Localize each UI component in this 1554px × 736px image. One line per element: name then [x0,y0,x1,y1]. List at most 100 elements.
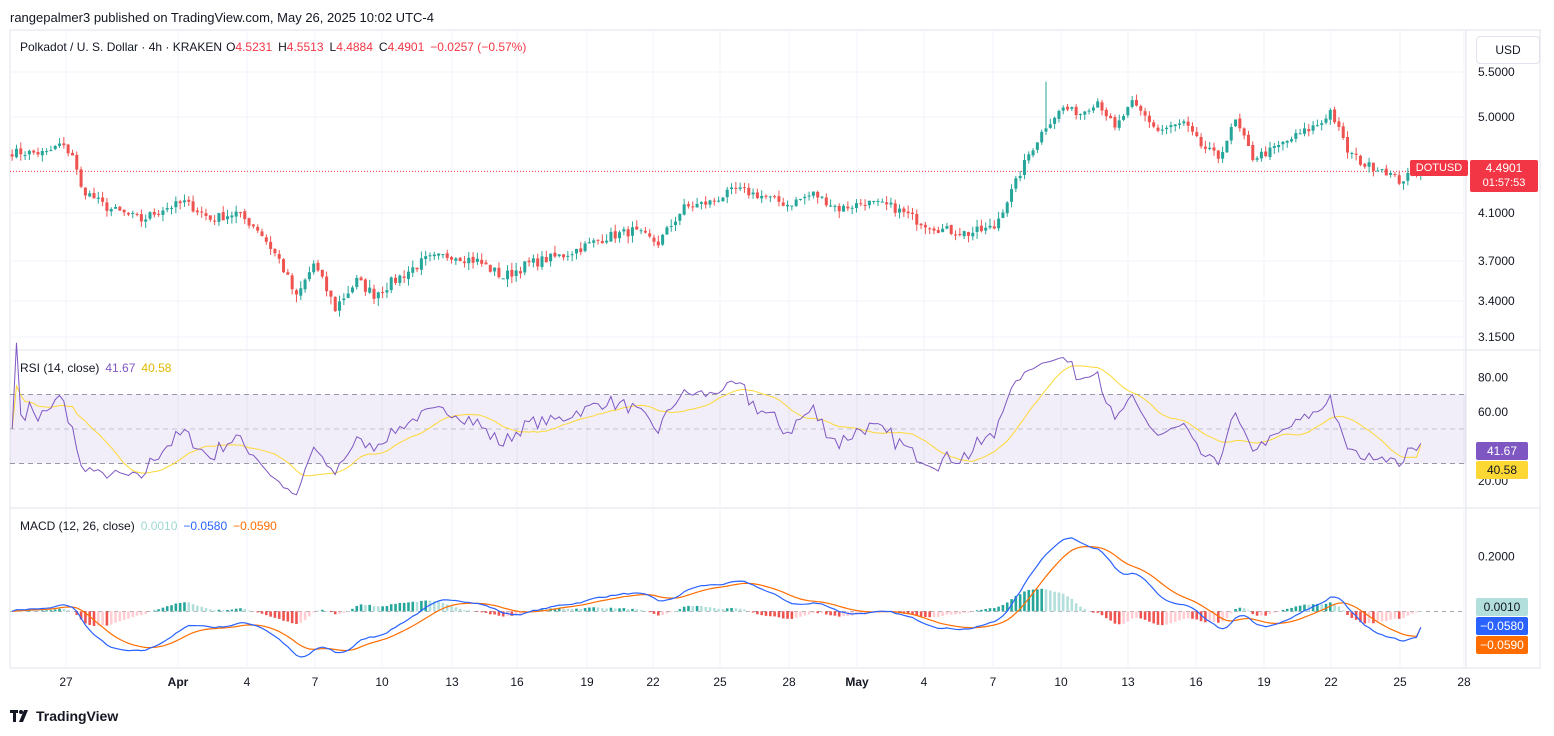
macd-label: MACD (12, 26, close) [20,519,135,533]
candle-body [876,200,880,202]
macd-hist-bar [41,610,44,612]
candle-body [411,267,415,273]
macd-hist-bar [1212,611,1216,623]
candle-body [1259,151,1263,159]
candle-body [441,254,445,256]
candle-body [794,199,798,206]
macd-hist-bar [1247,610,1250,612]
macd-hist-bar [1419,611,1423,612]
candle-body [247,218,251,226]
candle-body [488,265,492,272]
candle-body [170,207,174,209]
candle-body [820,196,824,198]
macd-signal-value: −0.0590 [233,519,277,533]
macd-hist-bar [463,610,466,612]
candle-body [1225,140,1229,153]
macd-hist-bar [1105,611,1108,619]
candle-body [941,228,945,232]
candle-body [600,241,604,244]
macd-hist-bar [411,601,415,612]
candle-body [514,270,518,276]
candle-body [984,227,988,231]
candle-body [648,233,652,237]
currency-button[interactable]: USD [1476,36,1540,64]
rsi-tick-label: 60.00 [1478,405,1508,419]
macd-hist-bar [1277,611,1280,612]
macd-hist-bar [1199,611,1203,622]
macd-hist-bar [760,611,763,616]
candle-body [661,234,665,245]
macd-hist-bar [1143,611,1147,620]
macd-hist-bar [635,609,639,612]
macd-hist-bar [1208,611,1211,623]
candle-body [549,253,553,262]
macd-hist-bar [915,611,919,616]
macd-hist-bar [359,604,363,612]
candle-body [1122,116,1126,120]
candle-body [213,220,217,222]
rsi-legend: RSI (14, close) 41.67 40.58 [20,361,177,375]
macd-hist-bar [105,611,109,626]
candle-body [1143,111,1147,116]
candle-body [394,277,398,283]
macd-hist-bar [829,611,832,616]
macd-hist-bar [273,611,277,618]
candle-body [553,252,557,257]
macd-hist-bar [1169,611,1173,624]
macd-hist-bar [1324,603,1328,612]
macd-hist-bar [415,601,419,612]
candle-body [471,256,475,263]
macd-hist-bar [596,607,600,612]
x-tick-label: 22 [1324,675,1338,689]
macd-hist-bar [911,611,914,615]
candle-body [708,200,712,205]
candle-body [1272,146,1276,149]
macd-hist-bar [1367,611,1371,623]
macd-hist-bar [377,606,380,612]
macd-hist-bar [1061,593,1065,612]
candle-body [1393,174,1397,176]
macd-hist-bar [1217,611,1220,623]
candle-body [583,243,587,251]
macd-hist-bar [286,611,290,622]
macd-hist-bar [906,611,910,615]
macd-hist-bar [1298,605,1302,612]
candle-body [497,267,501,278]
macd-hist-bar [816,611,819,614]
x-tick-label: 19 [580,675,594,689]
macd-hist-bar [1316,604,1319,612]
macd-hist-bar [66,610,70,612]
macd-hist-bar [1290,607,1293,612]
tradingview-logo[interactable]: TradingView [10,708,118,724]
candle-body [273,248,277,254]
candle-body [1061,107,1065,111]
macd-hist-bar [394,603,397,612]
candle-body [1402,181,1406,184]
macd-hist-bar [855,611,858,615]
macd-hist-bar [799,611,802,617]
candle-body [264,237,268,242]
macd-hist-bar [678,609,682,612]
candle-body [712,200,716,202]
candle-body [286,272,290,275]
candle-body [79,169,83,187]
candle-body [165,208,169,210]
macd-hist-bar [1337,606,1341,612]
macd-hist-bar [1402,611,1405,619]
candle-body [178,201,182,204]
candle-body [320,269,324,277]
candle-body [105,202,109,211]
candle-body [299,288,303,296]
macd-hist-bar [682,606,686,612]
candle-body [437,253,441,256]
macd-hist-bar [381,606,384,612]
high-value: 4.5513 [286,40,324,54]
macd-hist-bar [825,611,828,615]
candle-body [96,197,100,199]
macd-hist-bar [321,609,324,612]
price-tick-label: 5.5000 [1478,65,1515,79]
candle-body [527,260,531,263]
macd-hist-bar [1053,591,1056,612]
macd-hist-bar [303,611,307,620]
